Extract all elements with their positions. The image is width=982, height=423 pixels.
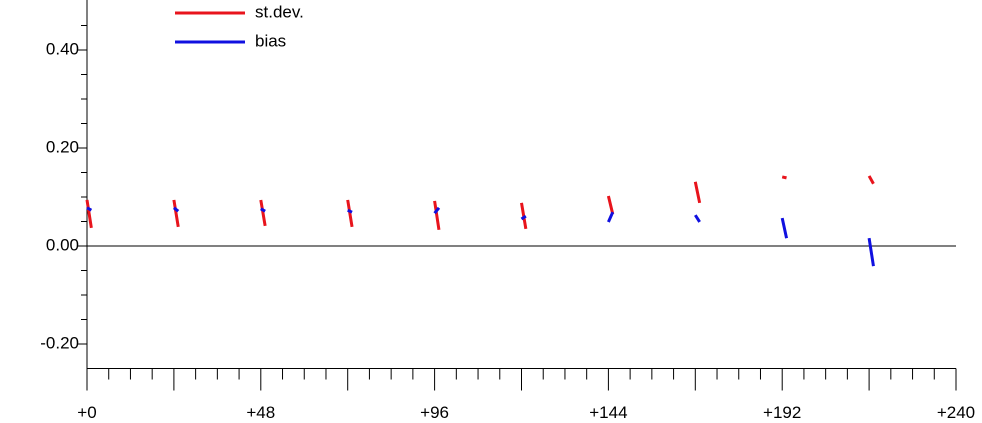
x-tick-label: +48: [246, 403, 275, 422]
y-tick-label: 0.20: [46, 137, 79, 156]
y-tick-label: -0.20: [40, 333, 79, 352]
x-tick-label: +240: [937, 403, 975, 422]
x-tick-label: +0: [77, 403, 96, 422]
series-line: [85, 175, 875, 231]
y-tick-label: 0.40: [46, 39, 79, 58]
x-tick-label: +96: [420, 403, 449, 422]
x-tick-label: +144: [589, 403, 627, 422]
y-tick-label: 0.00: [46, 235, 79, 254]
legend-label: bias: [255, 31, 286, 50]
series-line: [86, 206, 875, 267]
legend-label: st.dev.: [255, 2, 304, 21]
x-tick-label: +192: [763, 403, 801, 422]
